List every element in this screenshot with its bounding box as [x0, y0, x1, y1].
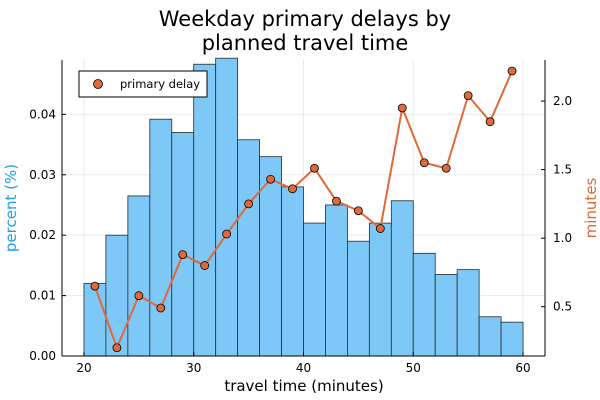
histogram-bar	[105, 234, 129, 357]
series-point	[375, 224, 385, 233]
series-point	[244, 199, 254, 209]
histogram-bar	[83, 283, 107, 357]
series-point	[485, 117, 495, 127]
series-point	[310, 163, 319, 173]
y-axis-right-label: minutes	[582, 177, 600, 238]
legend-label: primary delay	[120, 77, 200, 91]
x-tick-label: 20	[76, 361, 91, 375]
series-point	[332, 196, 341, 206]
y-left-tick-label: 0.00	[29, 349, 56, 363]
histogram-bar	[127, 195, 151, 357]
histogram-bar	[237, 139, 260, 357]
tick-labels: 20 30 40 50 60 0.00 0.01 0.02 0.03 0.04 0.5 1.0 1.5 2…	[29, 94, 572, 375]
histogram-bar	[149, 118, 173, 357]
series-point	[90, 281, 100, 291]
y-left-tick-label: 0.03	[29, 168, 56, 182]
histogram-bar	[215, 57, 239, 357]
histogram-bar	[434, 274, 458, 357]
x-tick-label: 60	[515, 361, 530, 375]
y-left-tick-label: 0.01	[29, 289, 56, 303]
chart-title-line-1: Weekday primary delays by	[159, 7, 451, 31]
histogram-bar	[281, 186, 304, 357]
series-point	[419, 158, 429, 168]
histogram-bar	[325, 204, 348, 357]
chart-title-line-2: planned travel time	[202, 31, 409, 55]
series-point	[441, 163, 451, 173]
series-point	[353, 206, 363, 216]
series-point	[134, 291, 144, 301]
series-point	[222, 229, 232, 239]
histogram-bar	[368, 222, 392, 357]
series-point	[507, 66, 517, 76]
series-point	[288, 184, 297, 194]
x-axis-label: travel time (minutes)	[224, 377, 383, 395]
histogram-bar	[500, 321, 524, 357]
y-right-tick-label: 0.5	[553, 300, 572, 314]
x-tick-label: 40	[296, 361, 311, 375]
y-left-tick-label: 0.04	[29, 107, 56, 121]
x-tick-label: 30	[186, 361, 201, 375]
series-point	[463, 91, 473, 101]
histogram-bar	[412, 252, 436, 357]
histogram-bar	[478, 316, 502, 357]
y-right-tick-label: 2.0	[553, 94, 572, 108]
series-point	[200, 261, 210, 270]
x-tick-label: 50	[406, 361, 421, 375]
histogram-bar	[347, 240, 370, 357]
y-axis-left-label: percent (%)	[2, 164, 20, 252]
series-point	[266, 174, 275, 184]
histogram-bar	[171, 132, 195, 357]
y-left-tick-label: 0.02	[29, 228, 56, 242]
histogram-bars	[83, 57, 524, 357]
series-point	[112, 343, 122, 353]
legend-box	[78, 70, 208, 98]
series-point	[178, 250, 188, 259]
y-right-tick-label: 1.0	[553, 231, 572, 245]
histogram-bar	[193, 63, 217, 357]
legend-marker	[93, 79, 103, 89]
series-point	[397, 103, 407, 113]
histogram-bar	[390, 200, 414, 357]
legend: primary delay	[78, 70, 208, 98]
series-point	[156, 303, 166, 313]
primary-delay-series	[90, 66, 517, 353]
y-right-tick-label: 1.5	[553, 163, 572, 177]
histogram-bar	[303, 222, 326, 357]
histogram-bar	[456, 269, 480, 357]
